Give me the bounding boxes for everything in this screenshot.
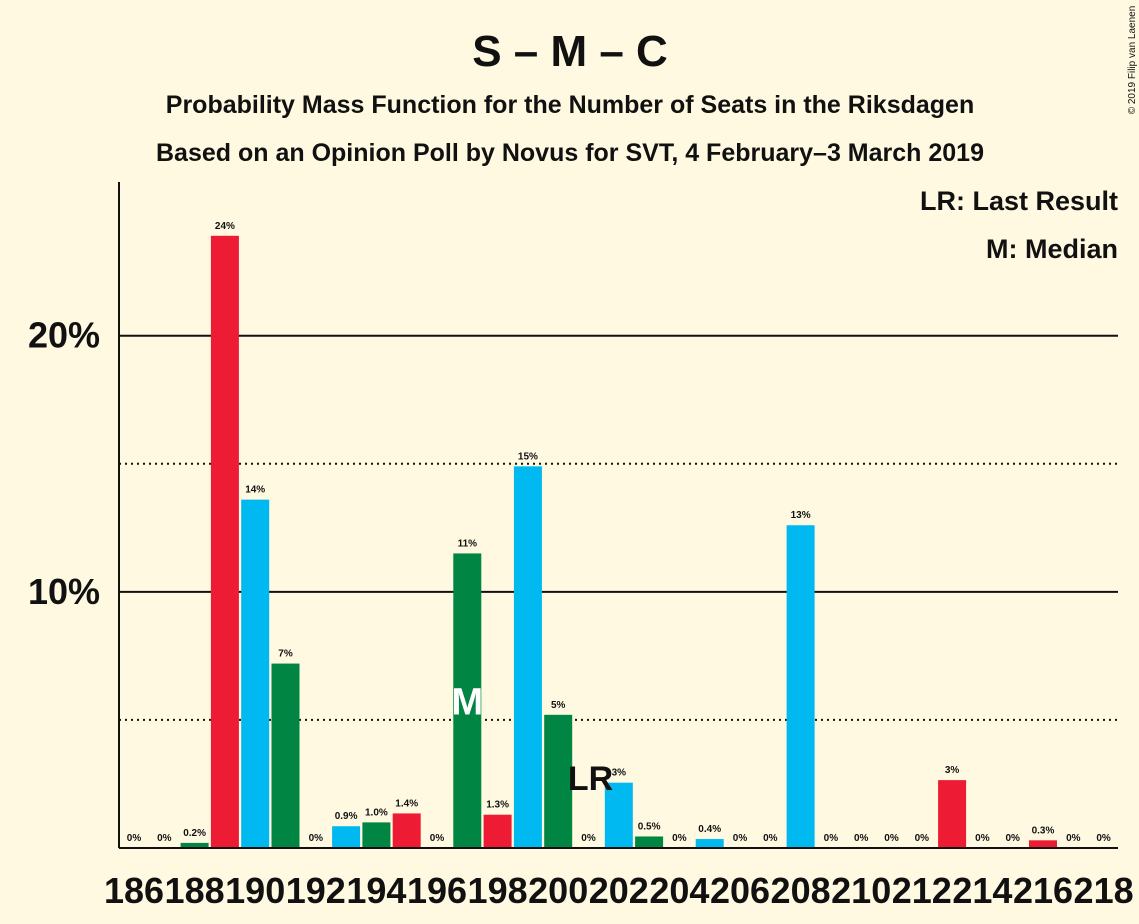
bar-value-label: 0% bbox=[975, 833, 990, 844]
bar-205 bbox=[695, 839, 724, 848]
bar-195 bbox=[392, 813, 421, 848]
bar-value-label: 11% bbox=[458, 538, 478, 549]
bar-value-label: 0.5% bbox=[638, 821, 661, 832]
x-tick-label: 186 bbox=[104, 870, 164, 911]
x-tick-label: 216 bbox=[1013, 870, 1073, 911]
bar-value-label: 5% bbox=[551, 700, 566, 711]
x-tick-label: 208 bbox=[771, 870, 831, 911]
x-tick-label: 192 bbox=[286, 870, 346, 911]
y-axis-ticks: 10% 20% bbox=[28, 315, 100, 612]
bar-value-label: 0.2% bbox=[183, 828, 206, 839]
x-tick-label: 190 bbox=[225, 870, 285, 911]
x-tick-label: 210 bbox=[831, 870, 891, 911]
bar-value-label: 0.9% bbox=[335, 811, 358, 822]
bars bbox=[180, 235, 1057, 849]
gridlines bbox=[119, 334, 1118, 721]
bar-value-label: 0% bbox=[157, 833, 172, 844]
bar-200 bbox=[544, 714, 573, 848]
bar-value-label: 0.3% bbox=[1032, 825, 1055, 836]
bar-value-label: 0% bbox=[430, 833, 445, 844]
bar-value-label: 0% bbox=[1066, 833, 1081, 844]
bar-value-label: 7% bbox=[278, 649, 293, 660]
bar-value-label: 15% bbox=[518, 451, 538, 462]
bar-value-label: 0% bbox=[824, 833, 839, 844]
bar-216 bbox=[1029, 840, 1057, 848]
x-tick-label: 198 bbox=[468, 870, 528, 911]
bar-value-label: 1.4% bbox=[395, 798, 418, 809]
bar-labels: 0% 0% 0.2% 24% 14% 7% 0% 0.9% 1.0% 1.4% 0% 11% 1.3% 1… bbox=[127, 221, 1111, 844]
x-tick-label: 200 bbox=[528, 870, 588, 911]
bar-188 bbox=[180, 842, 209, 848]
bar-value-label: 0% bbox=[763, 833, 778, 844]
bar-189 bbox=[210, 235, 239, 849]
x-tick-label: 188 bbox=[165, 870, 225, 911]
last-result-marker: LR bbox=[568, 760, 613, 798]
bar-value-label: 3% bbox=[612, 768, 627, 779]
chart-title: S – M – C bbox=[472, 27, 668, 76]
bar-191 bbox=[271, 663, 300, 848]
bar-value-label: 1.3% bbox=[486, 800, 509, 811]
bar-value-label: 0% bbox=[672, 833, 687, 844]
bar-value-label: 0% bbox=[854, 833, 869, 844]
bar-value-label: 13% bbox=[791, 510, 811, 521]
bar-202 bbox=[604, 782, 633, 848]
bar-value-label: 1.0% bbox=[365, 807, 388, 818]
x-axis-ticks: 186 188 190 192 194 196 198 200 202 204 206 208 210 2… bbox=[104, 870, 1134, 911]
markers: M LR bbox=[451, 682, 613, 798]
y-tick-label: 20% bbox=[28, 315, 100, 356]
bar-value-label: 0% bbox=[733, 833, 748, 844]
legend-last-result: LR: Last Result bbox=[920, 186, 1118, 216]
x-tick-label: 206 bbox=[710, 870, 770, 911]
bar-199 bbox=[513, 466, 542, 848]
bar-value-label: 0% bbox=[127, 833, 142, 844]
bar-value-label: 3% bbox=[945, 765, 960, 776]
bar-value-label: 0% bbox=[915, 833, 930, 844]
bar-value-label: 0% bbox=[309, 833, 324, 844]
x-tick-label: 194 bbox=[346, 870, 406, 911]
x-tick-label: 204 bbox=[649, 870, 709, 911]
median-marker: M bbox=[451, 682, 483, 724]
bar-value-label: 0% bbox=[1096, 833, 1111, 844]
x-tick-label: 212 bbox=[892, 870, 952, 911]
bar-value-label: 0% bbox=[581, 833, 596, 844]
legend-median: M: Median bbox=[986, 234, 1118, 264]
bar-value-label: 0.4% bbox=[698, 824, 721, 835]
x-tick-label: 202 bbox=[589, 870, 649, 911]
bar-value-label: 14% bbox=[245, 485, 265, 496]
bar-208 bbox=[786, 525, 815, 848]
bar-value-label: 0% bbox=[1005, 833, 1020, 844]
bar-194 bbox=[362, 822, 391, 848]
bar-213 bbox=[938, 780, 967, 848]
bar-value-label: 24% bbox=[215, 221, 235, 232]
chart-subtitle: Probability Mass Function for the Number… bbox=[166, 91, 974, 119]
bar-203 bbox=[635, 836, 664, 848]
x-tick-label: 196 bbox=[407, 870, 467, 911]
copyright-note: © 2019 Filip van Laenen bbox=[1127, 6, 1138, 115]
bar-198 bbox=[483, 814, 512, 848]
chart-source: Based on an Opinion Poll by Novus for SV… bbox=[156, 139, 984, 167]
x-tick-label: 214 bbox=[952, 870, 1012, 911]
bar-197 bbox=[453, 553, 482, 848]
bar-value-label: 0% bbox=[884, 833, 899, 844]
bar-190 bbox=[241, 499, 270, 848]
x-tick-label: 218 bbox=[1074, 870, 1134, 911]
bar-193 bbox=[332, 826, 361, 848]
y-tick-label: 10% bbox=[28, 571, 100, 612]
